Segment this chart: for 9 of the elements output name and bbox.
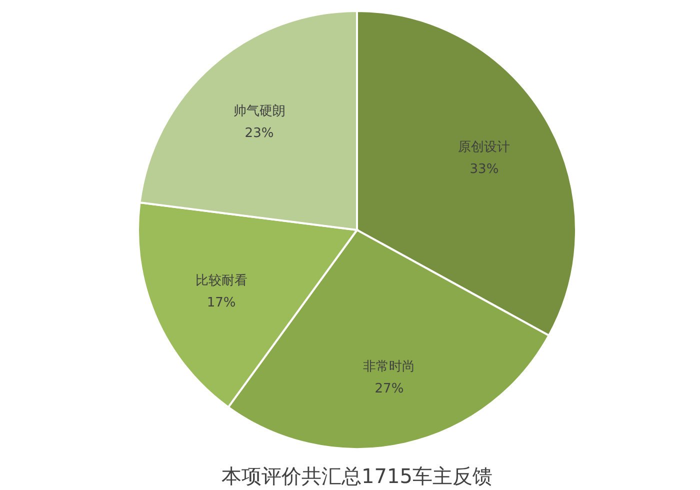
slice-label: 非常时尚 [363, 359, 416, 374]
text: 本项评价共汇总1715车主反馈 [222, 464, 492, 488]
slice-label: 原创设计 [458, 140, 510, 155]
data-label: 27% [374, 381, 404, 396]
data-label: 33% [470, 162, 499, 177]
data-label: 17% [206, 296, 236, 311]
slice-label: 比较耐看 [195, 274, 248, 289]
slice-label: 帅气硬朗 [233, 103, 286, 120]
data-label: 23% [244, 126, 274, 142]
